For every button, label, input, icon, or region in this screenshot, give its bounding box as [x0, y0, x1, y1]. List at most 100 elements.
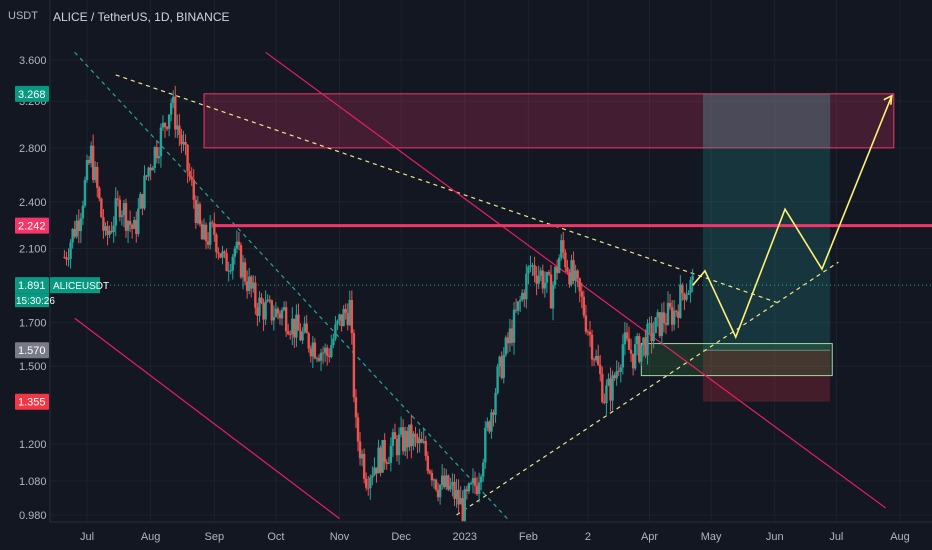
candle-body: [180, 134, 183, 145]
candle-body: [568, 271, 571, 285]
candle-body: [274, 308, 278, 318]
candle-body: [295, 314, 298, 338]
candle-body: [297, 314, 300, 331]
candle-body: [467, 483, 471, 492]
candle-body: [656, 312, 659, 318]
candle-body: [145, 175, 148, 177]
candle-body: [451, 481, 454, 486]
candle-body: [434, 479, 438, 490]
candle-body: [436, 489, 440, 498]
candle-body: [426, 455, 430, 472]
candle-body: [621, 344, 625, 368]
candle-body: [163, 122, 167, 127]
candle-body: [328, 355, 331, 358]
price-tick-label: 1.200: [19, 439, 47, 451]
candle-body: [617, 370, 620, 372]
candle-body: [235, 241, 239, 249]
candle-body: [367, 487, 370, 489]
candle-body: [278, 313, 282, 319]
candle-body: [247, 276, 251, 291]
price-tick-label: 1.700: [19, 317, 47, 329]
candle-body: [670, 307, 674, 325]
candle-body: [194, 199, 198, 224]
candle-body: [176, 125, 179, 130]
candle-body: [348, 300, 351, 326]
candle-body: [174, 96, 177, 130]
candle-body: [280, 310, 284, 319]
candle-body: [362, 453, 366, 479]
symbol-title: ALICE / TetherUS, 1D, BINANCE: [53, 10, 230, 24]
candle-body: [165, 126, 169, 129]
candle-body: [147, 167, 150, 177]
candle-body: [204, 224, 208, 242]
candle-body: [291, 318, 294, 335]
candle-body: [151, 168, 154, 171]
candle-body: [286, 331, 290, 335]
candle-body: [605, 385, 608, 403]
time-tick-label: Feb: [519, 531, 538, 543]
candle-body: [81, 205, 85, 219]
candle-body: [494, 392, 497, 415]
candle-body: [557, 257, 561, 273]
candle-body: [471, 478, 475, 484]
candle-body: [590, 334, 594, 360]
candle-body: [646, 323, 649, 356]
candle-body: [633, 344, 637, 369]
candle-body: [679, 284, 682, 318]
candle-body: [284, 307, 288, 332]
candle-body: [393, 432, 397, 439]
price-label-box: [15, 342, 49, 359]
candle-body: [124, 203, 128, 231]
candle-body: [383, 439, 386, 463]
symbol-tag-box: [50, 277, 100, 294]
candle-body: [457, 489, 460, 505]
candle-body: [438, 484, 442, 498]
price-tick-label: 2.400: [19, 197, 47, 209]
candle-body: [108, 230, 111, 235]
candle-body: [677, 311, 680, 318]
candle-body: [664, 323, 668, 325]
candle-body: [463, 489, 466, 521]
candle-body: [178, 125, 181, 135]
candle-body: [644, 337, 647, 356]
candle-body: [256, 307, 259, 316]
candle-body: [504, 337, 508, 355]
candle-body: [169, 103, 173, 115]
candle-body: [430, 472, 434, 481]
candle-body: [272, 317, 276, 321]
candle-body: [531, 265, 534, 267]
candle-body: [223, 251, 226, 254]
candle-body: [560, 240, 563, 258]
candle-body: [449, 485, 452, 490]
candle-body: [149, 167, 152, 171]
candle-body: [555, 267, 559, 273]
candle-body: [570, 260, 573, 285]
candle-body: [498, 356, 501, 367]
candle-body: [137, 208, 140, 234]
candle-body: [69, 242, 72, 259]
candle-body: [459, 498, 462, 505]
candle-body: [601, 374, 604, 402]
price-tick-label: 3.600: [19, 55, 47, 67]
price-tick-label: 1.500: [19, 361, 47, 373]
candle-body: [71, 228, 74, 243]
candle-body: [420, 438, 423, 443]
candle-body: [379, 447, 382, 473]
candle-body: [527, 266, 530, 274]
candle-body: [262, 303, 265, 320]
candle-body: [516, 301, 520, 311]
candle-body: [599, 364, 602, 375]
candle-body: [141, 194, 144, 209]
candle-body: [229, 270, 232, 272]
candle-body: [523, 292, 526, 300]
price-tick-label: 2.100: [19, 243, 47, 255]
candle-body: [225, 253, 228, 271]
candle-body: [73, 228, 76, 237]
candle-body: [161, 122, 165, 128]
candle-body: [406, 430, 409, 448]
candle-body: [668, 302, 672, 308]
candle-body: [120, 215, 124, 218]
candle-body: [506, 337, 510, 344]
